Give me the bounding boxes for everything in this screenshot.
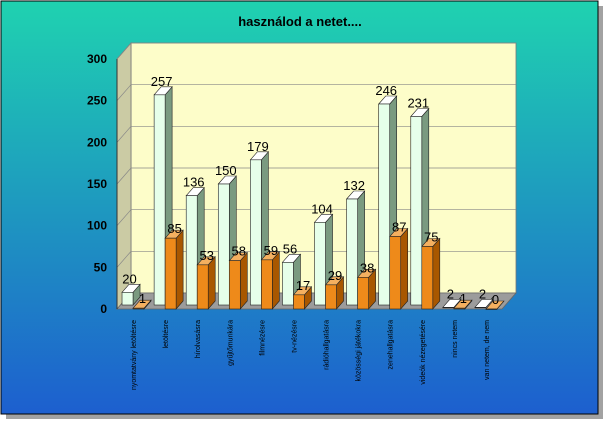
y-tick-label: 200 <box>87 135 107 149</box>
data-label: 179 <box>247 139 269 154</box>
y-tick-label: 250 <box>87 94 107 108</box>
x-tick-label: nyomtatvány letöltésre <box>131 320 138 390</box>
y-tick-label: 300 <box>87 52 107 66</box>
data-label: 231 <box>407 96 429 111</box>
data-label: 85 <box>167 221 181 236</box>
data-label: 2 <box>479 286 486 301</box>
bar-series-1 <box>474 307 487 309</box>
x-tick-label: tv-nézésre <box>291 320 298 353</box>
x-tick-label: filmnézésre <box>259 320 266 356</box>
bar-series-2 <box>132 307 145 310</box>
data-label: 257 <box>151 74 173 89</box>
bar-series-2-side <box>207 256 216 310</box>
data-label: 58 <box>232 244 246 259</box>
bar-series-1 <box>282 262 294 306</box>
data-label: 53 <box>199 248 213 263</box>
data-label: 59 <box>264 243 278 258</box>
data-label: 1 <box>139 291 146 306</box>
bar-series-2-side <box>432 237 441 310</box>
bar-series-1 <box>217 183 230 306</box>
data-label: 29 <box>328 268 342 283</box>
x-tick-label: videók nézegetésére <box>420 320 427 385</box>
bar-series-2 <box>485 308 498 310</box>
bar-series-1 <box>346 198 358 306</box>
x-tick-label: rádióhallgatásra <box>324 320 331 370</box>
bar-series-2 <box>164 237 177 310</box>
bar-series-2 <box>453 307 466 310</box>
gridline <box>116 84 516 101</box>
y-tick-label: 150 <box>87 177 107 191</box>
data-label: 136 <box>183 175 205 190</box>
x-tick-label: nincs netem <box>452 320 459 358</box>
gridline <box>116 42 516 60</box>
y-tick-label: 50 <box>94 260 108 274</box>
bar-series-1 <box>378 103 391 306</box>
bar-series-2 <box>293 294 305 310</box>
data-label: 132 <box>343 178 365 193</box>
x-tick-label: hírolvasásra <box>195 320 202 358</box>
x-tick-label: közösségi játékokra <box>356 320 363 382</box>
data-label: 56 <box>283 241 297 256</box>
bar-series-1 <box>314 222 326 306</box>
data-label: 104 <box>311 201 333 216</box>
data-label: 38 <box>360 260 374 275</box>
x-tick-label: van netem, de nem <box>484 320 491 380</box>
bar-series-2 <box>421 246 434 310</box>
bar-series-2 <box>325 284 337 310</box>
data-label: 2 <box>447 286 454 301</box>
y-tick-label: 100 <box>87 219 107 233</box>
data-label: 1 <box>460 291 467 306</box>
bar-series-1 <box>121 292 134 306</box>
bar-series-1 <box>442 307 455 309</box>
chart-title: használod a netet.... <box>238 14 362 29</box>
bar-series-1 <box>250 159 262 306</box>
data-label: 20 <box>122 271 136 286</box>
x-tick-label: zenehallgatásra <box>388 320 395 370</box>
data-label: 87 <box>392 220 406 235</box>
data-label: 75 <box>424 230 438 245</box>
data-label: 246 <box>375 83 397 98</box>
bar-series-2 <box>261 259 273 310</box>
x-tick-label: gyűjtőmunkára <box>227 320 234 366</box>
data-label: 150 <box>215 163 237 178</box>
bar-series-1 <box>185 195 198 306</box>
y-tick-label: 0 <box>100 302 107 316</box>
bar-series-2 <box>357 277 369 310</box>
bar-series-1 <box>410 116 423 306</box>
bar-series-2 <box>196 264 209 310</box>
bar-series-1 <box>153 94 166 306</box>
data-label: 0 <box>492 292 499 307</box>
bar-series-2-side <box>400 227 409 310</box>
bar-series-2-side <box>175 229 184 310</box>
data-label: 17 <box>296 278 310 293</box>
bar-series-2 <box>228 260 241 310</box>
bar-series-2 <box>389 236 402 310</box>
bar-series-2-side <box>272 251 280 310</box>
x-tick-label: letöltésre <box>163 320 170 349</box>
bar-series-2-side <box>239 251 248 310</box>
